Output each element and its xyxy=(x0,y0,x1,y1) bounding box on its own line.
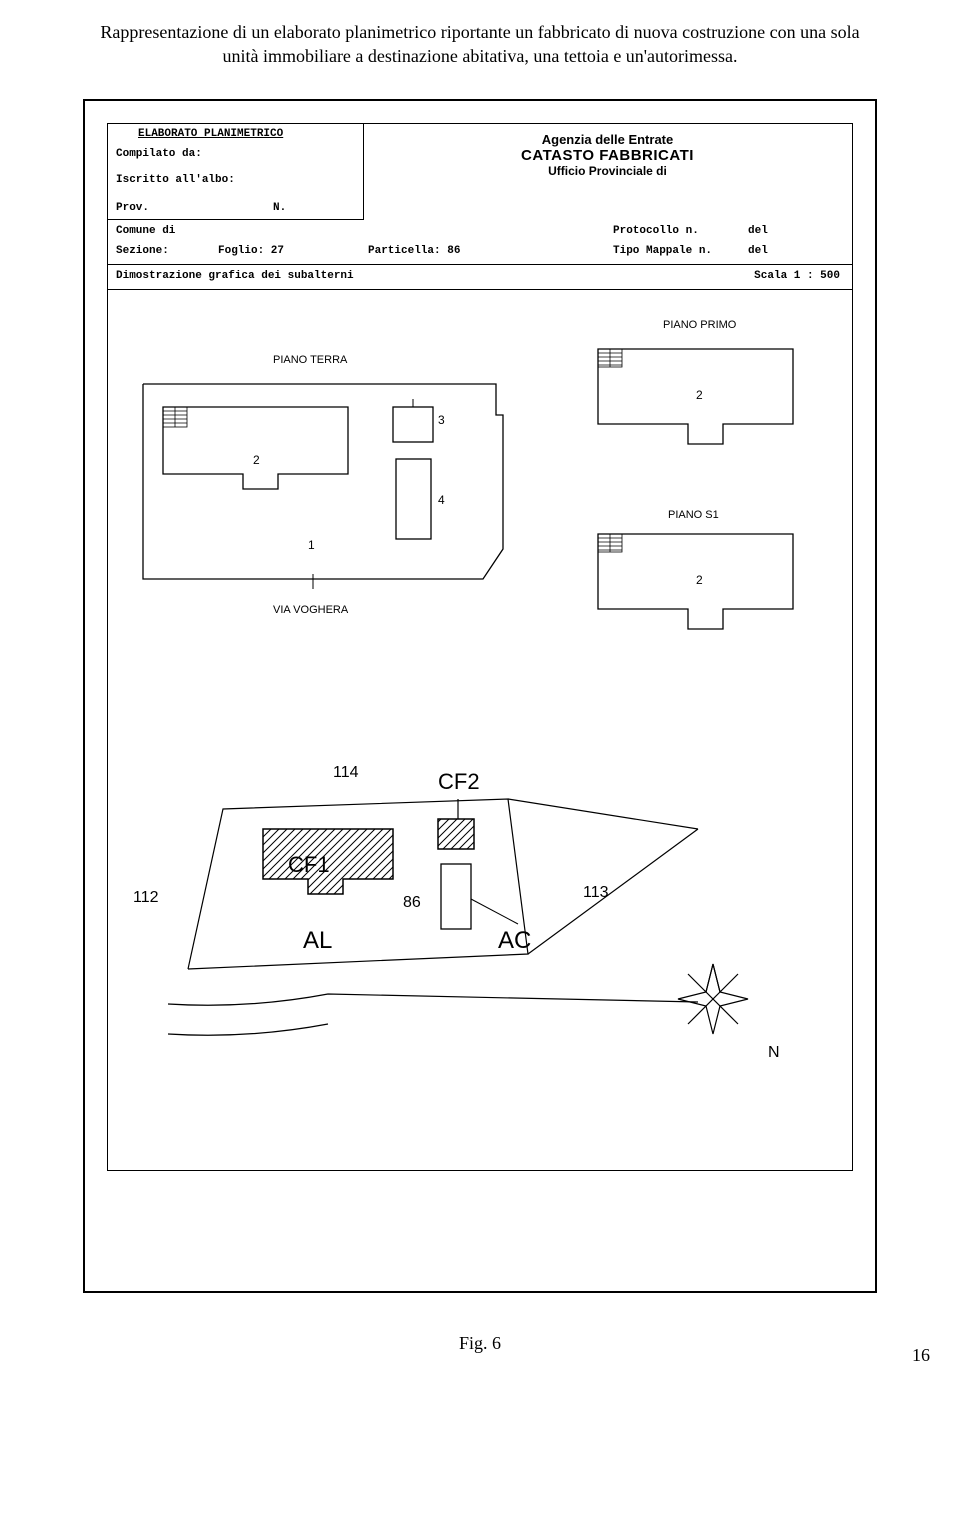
svg-text:2: 2 xyxy=(696,388,703,402)
svg-text:2: 2 xyxy=(253,453,260,467)
agency-line2: CATASTO FABBRICATI xyxy=(363,147,852,164)
svg-text:3: 3 xyxy=(438,413,445,427)
del1: del xyxy=(748,225,768,237)
header-n: N. xyxy=(273,202,286,214)
agency-block: Agenzia delle Entrate CATASTO FABBRICATI… xyxy=(363,132,852,178)
label-piano-primo: PIANO PRIMO xyxy=(663,319,736,331)
tipo: Tipo Mappale n. xyxy=(613,245,712,257)
svg-text:1: 1 xyxy=(308,538,315,552)
label-via: VIA VOGHERA xyxy=(273,604,348,616)
protocollo: Protocollo n. xyxy=(613,225,699,237)
header-iscritto: Iscritto all'albo: xyxy=(116,174,235,186)
comune: Comune di xyxy=(116,225,175,237)
agency-line1: Agenzia delle Entrate xyxy=(363,132,852,147)
svg-text:4: 4 xyxy=(438,493,445,507)
header-prov: Prov. xyxy=(116,202,149,214)
caption-l1: Rappresentazione di un elaborato planime… xyxy=(100,22,859,42)
agency-line3: Ufficio Provinciale di xyxy=(363,164,852,178)
figure-label: Fig. 6 xyxy=(30,1333,930,1354)
drawing-area: PIANO TERRA 2 3 4 xyxy=(108,289,852,1170)
header-compilato: Compilato da: xyxy=(116,148,202,160)
svg-text:2: 2 xyxy=(696,573,703,587)
info-band-1: Comune di Sezione: Foglio: 27 Particella… xyxy=(108,219,852,265)
particella: Particella: 86 xyxy=(368,245,460,257)
sezione: Sezione: xyxy=(116,245,169,257)
del2: del xyxy=(748,245,768,257)
caption: Rappresentazione di un elaborato planime… xyxy=(30,20,930,69)
page-number: 16 xyxy=(912,1345,930,1366)
header-title: ELABORATO PLANIMETRICO xyxy=(138,128,283,140)
info-band-2: Dimostrazione grafica dei subalterni Sca… xyxy=(108,264,852,290)
plan-piano-terra: 2 3 4 1 xyxy=(138,379,508,589)
dimostrazione: Dimostrazione grafica dei subalterni xyxy=(116,270,354,282)
scala: Scala 1 : 500 xyxy=(754,270,840,282)
document-inner: ELABORATO PLANIMETRICO Compilato da: Isc… xyxy=(107,123,853,1171)
cadastral-map xyxy=(168,724,788,1114)
label-112: 112 xyxy=(133,889,159,907)
document-frame: ELABORATO PLANIMETRICO Compilato da: Isc… xyxy=(83,99,877,1293)
plan-piano-s1: 2 xyxy=(593,529,803,639)
label-piano-terra: PIANO TERRA xyxy=(273,354,347,366)
plan-piano-primo: 2 xyxy=(593,344,803,454)
foglio: Foglio: 27 xyxy=(218,245,284,257)
label-piano-s1: PIANO S1 xyxy=(668,509,719,521)
caption-l2: unità immobiliare a destinazione abitati… xyxy=(222,46,737,66)
header-box: ELABORATO PLANIMETRICO Compilato da: Isc… xyxy=(108,124,364,220)
